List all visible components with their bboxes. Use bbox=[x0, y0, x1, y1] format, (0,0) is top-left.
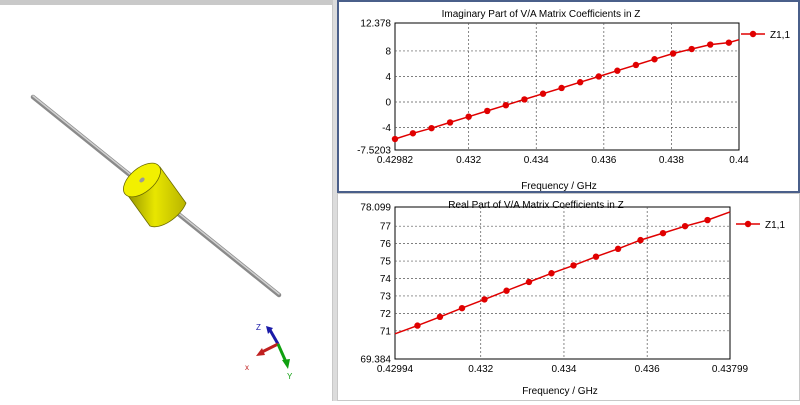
x-tick-label: 0.432 bbox=[456, 155, 481, 166]
x-tick-label: 0.432 bbox=[468, 364, 493, 375]
data-point bbox=[659, 229, 667, 237]
data-point bbox=[458, 304, 466, 312]
y-tick-label: 75 bbox=[380, 257, 392, 268]
data-point bbox=[707, 41, 714, 48]
y-tick-label: -4 bbox=[382, 123, 391, 134]
data-point bbox=[592, 253, 600, 260]
imag-chart-x-ticks: 0.42982 0.432 0.434 0.436 0.438 0.44 bbox=[377, 155, 749, 166]
data-point bbox=[428, 124, 435, 132]
data-point bbox=[484, 107, 491, 115]
real-chart-y-ticks: 78.099 77 76 75 74 73 72 71 69.384 bbox=[360, 203, 391, 366]
data-point bbox=[409, 130, 417, 137]
real-chart: Real Part of V/A Matrix Coefficients in … bbox=[360, 200, 785, 397]
real-chart-grid bbox=[394, 206, 731, 360]
data-point bbox=[391, 135, 399, 143]
x-tick-label: 0.436 bbox=[635, 364, 660, 375]
data-point bbox=[669, 50, 677, 57]
plot-frame bbox=[394, 22, 740, 151]
y-tick-label: 69.384 bbox=[360, 355, 391, 366]
imag-chart-y-ticks: 12.378 8 4 0 -4 -7.5203 bbox=[357, 19, 391, 157]
axis-y-label: Y bbox=[287, 372, 293, 381]
data-point bbox=[503, 287, 510, 294]
imag-chart-series bbox=[391, 38, 740, 143]
data-point bbox=[632, 61, 640, 69]
y-tick-label: 12.378 bbox=[360, 19, 391, 30]
y-tick-label: 77 bbox=[380, 222, 392, 233]
3d-view-pane[interactable]: Z x Y bbox=[0, 0, 333, 401]
data-point bbox=[637, 236, 644, 244]
x-tick-label: 0.42994 bbox=[377, 364, 414, 375]
imag-chart-panel[interactable]: Imaginary Part of V/A Matrix Coefficient… bbox=[337, 0, 800, 193]
y-tick-label: 76 bbox=[380, 239, 392, 250]
real-chart-legend[interactable]: Z1,1 bbox=[736, 220, 785, 231]
data-point bbox=[414, 322, 421, 329]
imag-chart-legend[interactable]: Z1,1 bbox=[741, 30, 790, 41]
data-point bbox=[570, 262, 577, 269]
y-tick-label: 71 bbox=[380, 326, 392, 337]
data-point bbox=[525, 278, 533, 286]
data-point bbox=[465, 113, 472, 120]
x-tick-label: 0.44 bbox=[729, 155, 749, 166]
data-point bbox=[502, 101, 510, 109]
imag-chart: Imaginary Part of V/A Matrix Coefficient… bbox=[357, 9, 790, 192]
y-tick-label: 0 bbox=[385, 98, 391, 109]
imag-legend-label: Z1,1 bbox=[770, 30, 790, 41]
y-tick-label: 8 bbox=[385, 46, 391, 57]
data-point bbox=[614, 245, 622, 253]
imag-chart-title: Imaginary Part of V/A Matrix Coefficient… bbox=[442, 9, 641, 20]
data-point bbox=[446, 119, 454, 126]
y-tick-label: 74 bbox=[380, 274, 392, 285]
pane-divider[interactable] bbox=[333, 0, 337, 401]
real-legend-label: Z1,1 bbox=[765, 220, 785, 231]
imag-chart-xlabel: Frequency / GHz bbox=[521, 181, 597, 191]
x-tick-label: 0.434 bbox=[524, 155, 549, 166]
data-point bbox=[481, 296, 488, 303]
plot-frame bbox=[394, 206, 731, 360]
data-point bbox=[576, 79, 584, 86]
data-point bbox=[558, 84, 565, 92]
ferrite-cylinder bbox=[123, 162, 187, 228]
data-point bbox=[651, 56, 658, 63]
x-tick-label: 0.436 bbox=[591, 155, 616, 166]
series-line bbox=[394, 38, 740, 140]
x-tick-label: 0.42982 bbox=[377, 155, 414, 166]
x-tick-label: 0.43799 bbox=[712, 364, 749, 375]
y-tick-label: 73 bbox=[380, 291, 392, 302]
3d-model-canvas[interactable]: Z x Y bbox=[0, 0, 333, 401]
y-tick-label: 78.099 bbox=[360, 203, 391, 214]
x-tick-label: 0.434 bbox=[551, 364, 576, 375]
data-point bbox=[614, 67, 621, 74]
x-tick-label: 0.438 bbox=[659, 155, 684, 166]
data-point bbox=[548, 270, 555, 277]
data-point bbox=[704, 216, 711, 224]
axis-z-label: Z bbox=[256, 323, 261, 332]
data-point bbox=[595, 73, 602, 80]
real-chart-xlabel: Frequency / GHz bbox=[522, 386, 598, 397]
data-point bbox=[521, 96, 528, 103]
real-chart-x-ticks: 0.42994 0.432 0.434 0.436 0.43799 bbox=[377, 364, 749, 375]
real-chart-panel[interactable]: Real Part of V/A Matrix Coefficients in … bbox=[337, 193, 800, 401]
imag-chart-grid bbox=[394, 22, 740, 151]
data-point bbox=[681, 222, 689, 230]
y-tick-label: 4 bbox=[385, 72, 391, 83]
axes-gizmo: Z x Y bbox=[245, 323, 293, 381]
series-line bbox=[394, 211, 731, 335]
axis-x-label: x bbox=[245, 363, 249, 372]
real-chart-title: Real Part of V/A Matrix Coefficients in … bbox=[448, 200, 623, 211]
data-point bbox=[436, 313, 444, 321]
3d-view-titlebar bbox=[0, 0, 333, 5]
data-point bbox=[539, 90, 547, 97]
data-point bbox=[725, 39, 733, 46]
real-chart-series bbox=[394, 211, 731, 335]
data-point bbox=[688, 45, 695, 53]
y-tick-label: 72 bbox=[380, 309, 392, 320]
y-tick-label: -7.5203 bbox=[357, 146, 391, 157]
